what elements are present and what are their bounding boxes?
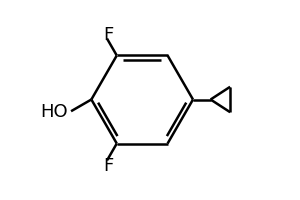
Text: F: F (103, 157, 113, 174)
Text: HO: HO (40, 103, 68, 121)
Text: F: F (103, 26, 113, 43)
